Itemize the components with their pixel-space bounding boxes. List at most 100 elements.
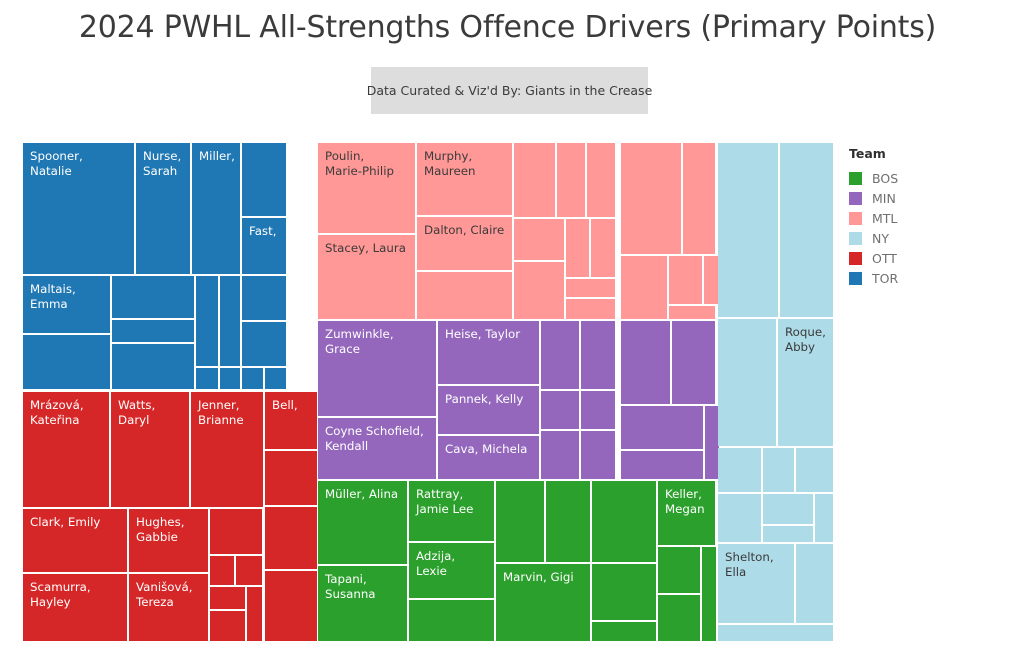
- legend-item-bos[interactable]: BOS: [849, 168, 999, 188]
- treemap-cell[interactable]: [265, 507, 317, 569]
- treemap-cell[interactable]: [621, 321, 670, 404]
- treemap-cell[interactable]: [196, 276, 218, 366]
- treemap-cell[interactable]: [566, 299, 615, 319]
- treemap-cell[interactable]: Müller, Alina: [318, 481, 407, 564]
- legend-item-ny[interactable]: NY: [849, 228, 999, 248]
- treemap-cell[interactable]: Marvin, Gigi: [496, 564, 590, 641]
- treemap-cell[interactable]: [704, 256, 718, 304]
- treemap-cell[interactable]: [796, 448, 833, 492]
- treemap-cell[interactable]: Hughes, Gabbie: [129, 509, 208, 572]
- treemap-cell[interactable]: [702, 547, 716, 641]
- treemap-cell[interactable]: [514, 219, 564, 260]
- treemap-cell[interactable]: [265, 571, 317, 641]
- treemap-cell[interactable]: [210, 556, 234, 585]
- treemap-cell[interactable]: [514, 143, 555, 217]
- treemap-cell[interactable]: [621, 256, 667, 319]
- treemap-cell[interactable]: [587, 143, 615, 217]
- treemap-cell[interactable]: [763, 448, 794, 492]
- treemap-cell[interactable]: [621, 451, 703, 479]
- treemap-cell[interactable]: [763, 494, 813, 524]
- treemap-cell[interactable]: [566, 219, 589, 277]
- treemap-cell[interactable]: Clark, Emily: [23, 509, 127, 572]
- treemap-cell[interactable]: [541, 391, 579, 429]
- treemap-cell[interactable]: [23, 335, 110, 389]
- treemap-cell[interactable]: [210, 587, 245, 609]
- treemap-cell[interactable]: Nurse, Sarah: [136, 143, 190, 274]
- treemap-cell[interactable]: [592, 622, 656, 641]
- treemap-cell[interactable]: [566, 279, 615, 297]
- treemap-cell[interactable]: [621, 143, 681, 254]
- legend-item-ott[interactable]: OTT: [849, 248, 999, 268]
- treemap-cell[interactable]: Spooner, Natalie: [23, 143, 134, 274]
- treemap-cell[interactable]: [541, 321, 579, 389]
- treemap-cell[interactable]: [669, 306, 715, 319]
- treemap-cell[interactable]: [796, 544, 833, 623]
- treemap-cell[interactable]: Adzija, Lexie: [409, 543, 494, 598]
- treemap-cell[interactable]: [718, 319, 776, 446]
- treemap-cell[interactable]: [672, 321, 715, 404]
- treemap-cell[interactable]: [112, 276, 194, 318]
- treemap-cell[interactable]: Stacey, Laura: [318, 235, 415, 319]
- treemap-cell[interactable]: Maltais, Emma: [23, 276, 110, 333]
- treemap-cell[interactable]: [591, 219, 615, 277]
- treemap-cell[interactable]: [196, 368, 218, 389]
- treemap-cell[interactable]: [247, 587, 262, 641]
- treemap-cell[interactable]: [220, 276, 240, 366]
- legend-item-mtl[interactable]: MTL: [849, 208, 999, 228]
- treemap-cell[interactable]: [242, 276, 286, 320]
- treemap-cell[interactable]: Murphy, Maureen: [417, 143, 512, 215]
- treemap-cell[interactable]: [496, 481, 544, 562]
- treemap-cell[interactable]: Pannek, Kelly: [438, 386, 539, 434]
- treemap-cell[interactable]: [265, 368, 286, 389]
- treemap-cell[interactable]: Tapani, Susanna: [318, 566, 407, 641]
- treemap-cell[interactable]: [815, 494, 833, 542]
- treemap-cell[interactable]: [546, 481, 590, 562]
- treemap-cell[interactable]: Rattray, Jamie Lee: [409, 481, 494, 541]
- treemap-cell[interactable]: [683, 143, 715, 254]
- treemap-cell[interactable]: [514, 262, 564, 319]
- treemap-cell[interactable]: [718, 625, 833, 641]
- treemap-cell[interactable]: [541, 431, 579, 479]
- treemap-cell[interactable]: [236, 556, 262, 585]
- treemap-cell[interactable]: [265, 451, 317, 505]
- treemap-cell[interactable]: Vanišová, Tereza: [129, 574, 208, 641]
- treemap-cell[interactable]: [210, 509, 262, 554]
- treemap-cell[interactable]: [242, 143, 286, 216]
- treemap-cell[interactable]: [592, 564, 656, 620]
- treemap-cell[interactable]: Keller, Megan: [658, 481, 715, 545]
- legend-item-min[interactable]: MIN: [849, 188, 999, 208]
- treemap-cell[interactable]: [557, 143, 585, 217]
- treemap-cell[interactable]: [780, 143, 833, 317]
- treemap-cell[interactable]: Bell,: [265, 392, 317, 449]
- treemap-cell[interactable]: [242, 368, 263, 389]
- treemap-cell[interactable]: [417, 272, 512, 319]
- treemap-cell[interactable]: Mrázová, Kateřina: [23, 392, 109, 507]
- treemap-cell[interactable]: Miller,: [192, 143, 240, 274]
- legend-item-tor[interactable]: TOR: [849, 268, 999, 288]
- treemap-cell[interactable]: [581, 391, 615, 429]
- treemap-cell[interactable]: [669, 256, 702, 304]
- treemap-cell[interactable]: [763, 526, 813, 542]
- treemap-cell[interactable]: [705, 406, 719, 479]
- treemap-cell[interactable]: Jenner, Brianne: [191, 392, 263, 507]
- treemap-cell[interactable]: Coyne Schofield, Kendall: [318, 418, 436, 479]
- treemap-cell[interactable]: [112, 320, 194, 342]
- treemap-cell[interactable]: [621, 406, 703, 449]
- treemap-cell[interactable]: [409, 600, 494, 641]
- treemap-cell[interactable]: Shelton, Ella: [718, 544, 794, 623]
- treemap-cell[interactable]: Cava, Michela: [438, 436, 539, 479]
- treemap-cell[interactable]: Zumwinkle, Grace: [318, 321, 436, 416]
- treemap-cell[interactable]: [210, 611, 245, 641]
- treemap-cell[interactable]: [718, 143, 778, 317]
- treemap-cell[interactable]: [112, 344, 194, 389]
- treemap-cell[interactable]: Poulin, Marie-Philip: [318, 143, 415, 233]
- treemap-cell[interactable]: Dalton, Claire: [417, 217, 512, 270]
- treemap-cell[interactable]: Scamurra, Hayley: [23, 574, 127, 641]
- treemap-cell[interactable]: Watts, Daryl: [111, 392, 189, 507]
- treemap-cell[interactable]: [592, 481, 656, 562]
- treemap-cell[interactable]: Heise, Taylor: [438, 321, 539, 384]
- treemap-cell[interactable]: [581, 431, 615, 479]
- treemap-cell[interactable]: [718, 448, 761, 492]
- treemap-cell[interactable]: [658, 595, 700, 641]
- treemap-cell[interactable]: Roque, Abby: [778, 319, 833, 446]
